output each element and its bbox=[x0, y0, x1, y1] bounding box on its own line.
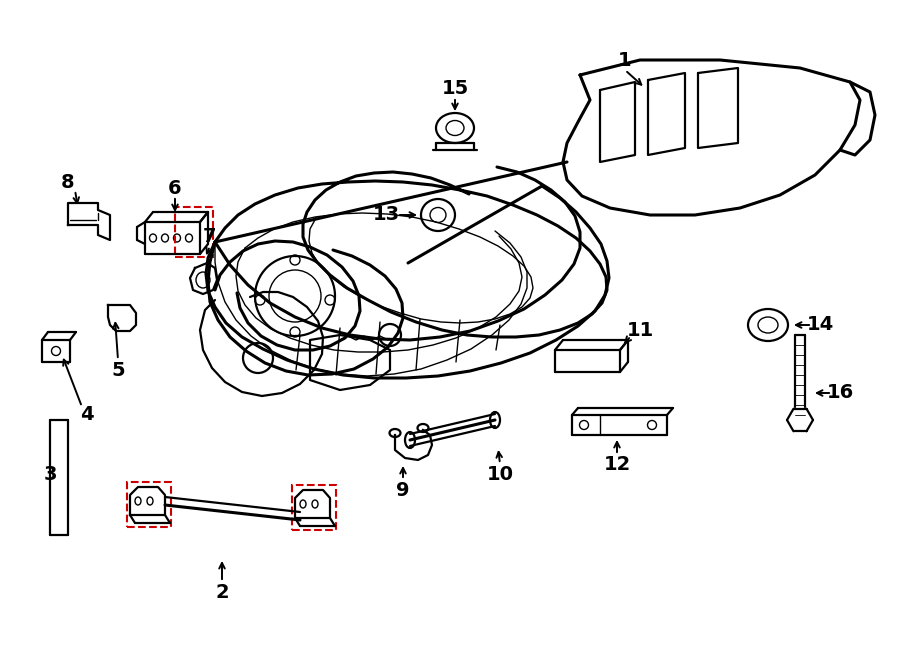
Bar bbox=[175, 207, 213, 257]
Text: 7: 7 bbox=[203, 227, 217, 245]
Text: 4: 4 bbox=[80, 405, 94, 424]
Text: 13: 13 bbox=[373, 206, 400, 225]
Ellipse shape bbox=[421, 199, 455, 231]
Ellipse shape bbox=[748, 309, 788, 341]
Ellipse shape bbox=[147, 497, 153, 505]
Text: 15: 15 bbox=[441, 79, 469, 98]
Bar bbox=[127, 482, 171, 527]
Text: 6: 6 bbox=[168, 178, 182, 198]
Ellipse shape bbox=[580, 420, 589, 430]
Ellipse shape bbox=[135, 497, 141, 505]
Text: 3: 3 bbox=[43, 465, 57, 485]
Ellipse shape bbox=[312, 500, 318, 508]
Ellipse shape bbox=[300, 500, 306, 508]
Ellipse shape bbox=[418, 424, 428, 432]
Text: 10: 10 bbox=[487, 465, 514, 485]
Ellipse shape bbox=[490, 412, 500, 428]
Ellipse shape bbox=[185, 234, 193, 242]
Text: 16: 16 bbox=[826, 383, 853, 403]
Ellipse shape bbox=[174, 234, 181, 242]
Ellipse shape bbox=[390, 429, 400, 437]
Ellipse shape bbox=[758, 317, 778, 333]
Ellipse shape bbox=[446, 120, 464, 136]
Text: 14: 14 bbox=[806, 315, 833, 334]
Text: 8: 8 bbox=[61, 173, 75, 192]
Text: 9: 9 bbox=[396, 481, 410, 500]
Ellipse shape bbox=[430, 208, 446, 223]
Text: 5: 5 bbox=[112, 360, 125, 379]
Text: 11: 11 bbox=[626, 321, 653, 340]
Bar bbox=[292, 485, 336, 530]
Text: 12: 12 bbox=[603, 455, 631, 475]
Ellipse shape bbox=[647, 420, 656, 430]
Ellipse shape bbox=[149, 234, 157, 242]
Ellipse shape bbox=[161, 234, 168, 242]
Text: 2: 2 bbox=[215, 582, 229, 602]
Ellipse shape bbox=[436, 113, 474, 143]
Text: 1: 1 bbox=[618, 50, 632, 69]
Ellipse shape bbox=[405, 432, 415, 448]
